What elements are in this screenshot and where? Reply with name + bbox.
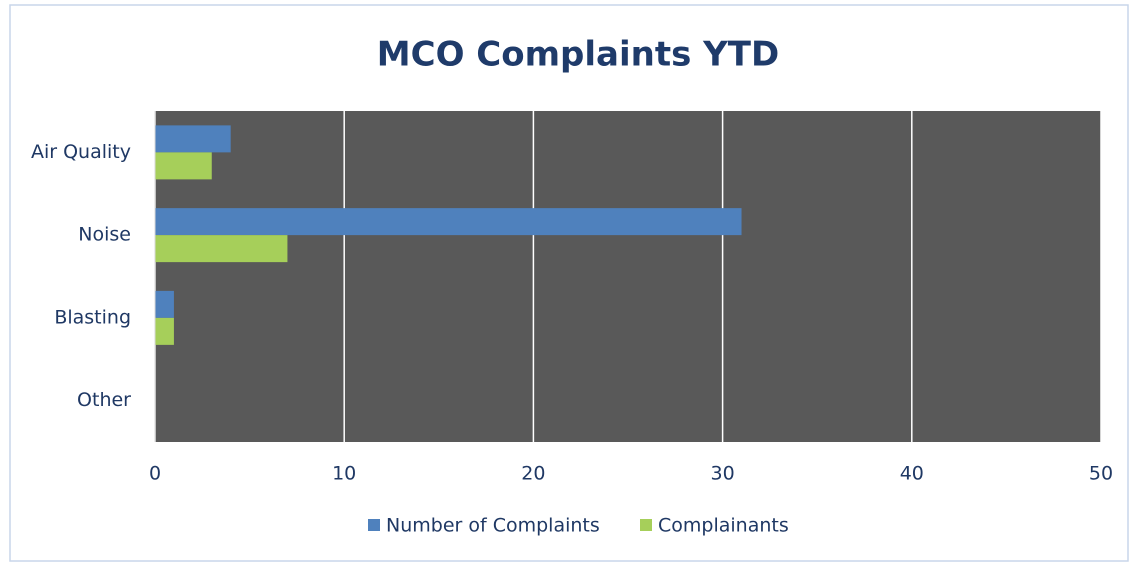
y-tick-label: Noise <box>78 224 131 246</box>
legend-label: Number of Complaints <box>386 515 600 537</box>
bar <box>155 152 212 180</box>
legend-marker <box>640 519 652 531</box>
bar <box>155 125 231 153</box>
plot-area <box>155 111 1101 442</box>
x-tick-label: 50 <box>1089 463 1113 485</box>
x-tick-label: 30 <box>711 463 735 485</box>
bar <box>155 208 742 236</box>
y-tick-label: Blasting <box>54 306 131 328</box>
x-tick-label: 40 <box>900 463 924 485</box>
x-tick-label: 10 <box>332 463 356 485</box>
y-tick-label: Other <box>77 389 131 411</box>
x-tick-label: 20 <box>521 463 545 485</box>
legend-label: Complainants <box>658 515 789 537</box>
chart-title: MCO Complaints YTD <box>377 35 779 75</box>
bar <box>155 235 288 263</box>
x-tick-label: 0 <box>149 463 161 485</box>
y-tick-label: Air Quality <box>31 141 131 163</box>
bar <box>155 290 174 318</box>
legend-marker <box>368 519 380 531</box>
bar <box>155 317 174 345</box>
